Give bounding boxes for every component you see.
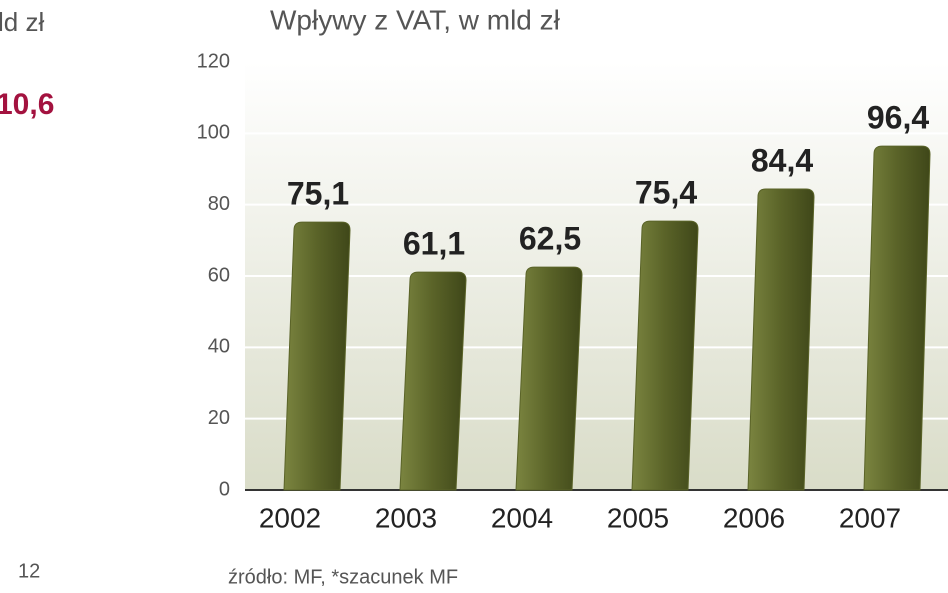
y-tick-label: 120 bbox=[197, 50, 230, 72]
bar bbox=[631, 220, 699, 491]
value-label: 75,4 bbox=[635, 175, 697, 211]
left-tick: 12 bbox=[18, 560, 40, 582]
value-label: 62,5 bbox=[519, 221, 581, 257]
x-tick-label: 2005 bbox=[607, 502, 669, 533]
source: źródło: MF, *szacunek MF bbox=[228, 566, 458, 588]
x-tick-label: 2002 bbox=[259, 502, 321, 533]
value-label: 61,1 bbox=[403, 226, 465, 262]
y-tick-label: 60 bbox=[208, 264, 230, 286]
bar bbox=[283, 221, 351, 491]
x-tick-label: 2007 bbox=[839, 502, 901, 533]
x-tick-label: 2004 bbox=[491, 502, 553, 533]
bar bbox=[399, 271, 467, 491]
y-tick-label: 0 bbox=[219, 478, 230, 500]
bar bbox=[515, 266, 583, 491]
bar bbox=[863, 145, 931, 491]
y-tick-label: 80 bbox=[208, 193, 230, 215]
x-tick-label: 2006 bbox=[723, 502, 785, 533]
x-tick-label: 2003 bbox=[375, 502, 437, 533]
y-tick-label: 40 bbox=[208, 336, 230, 358]
value-label: 84,4 bbox=[751, 142, 813, 178]
y-tick-label: 100 bbox=[197, 122, 230, 144]
value-label: 75,1 bbox=[287, 176, 349, 212]
left-value: 10,6 bbox=[0, 88, 54, 121]
y-tick-label: 20 bbox=[208, 407, 230, 429]
value-label: 96,4 bbox=[867, 100, 929, 136]
chart-title: Wpływy z VAT, w mld zł bbox=[270, 4, 561, 35]
bar bbox=[747, 188, 815, 491]
left-unit: ld zł bbox=[0, 7, 44, 37]
